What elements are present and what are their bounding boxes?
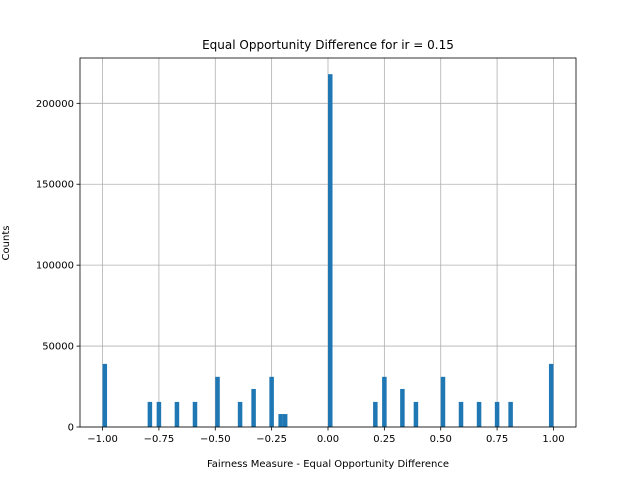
y-tick-label: 0 [68,423,74,434]
histogram-bar [192,401,198,427]
x-tick-label: −0.50 [200,434,231,445]
histogram-bar [282,414,288,427]
histogram-bar [156,401,162,427]
histogram-bar [508,401,513,427]
x-tick-label: −0.75 [144,434,175,445]
histogram-bars [102,74,554,428]
histogram-bar [215,376,220,427]
x-tick-label: 0.00 [317,434,339,445]
y-axis-label: Counts [1,226,12,261]
x-tick-label: −0.25 [256,434,287,445]
histogram-bar [494,401,500,427]
histogram-bar [102,363,108,427]
x-tick-label: −1.00 [87,434,118,445]
histogram-bar [400,388,405,427]
histogram-bar [278,414,283,427]
histogram-bar [458,401,464,427]
histogram-bar [251,388,256,427]
chart-title: Equal Opportunity Difference for ir = 0.… [202,38,454,52]
histogram-bar [413,401,419,427]
histogram-bar [548,363,554,427]
x-tick-label: 0.25 [373,434,395,445]
x-axis-ticks: −1.00 −0.75 −0.50 −0.25 0.00 0.25 0.50 0.75 1.00 [87,427,565,445]
histogram-bar [269,376,274,427]
x-tick-label: 1.00 [542,434,564,445]
histogram-bar [476,401,482,427]
y-axis-ticks: 0 50000 100000 150000 200000 [36,99,80,434]
y-tick-label: 200000 [36,99,74,110]
x-tick-label: 0.75 [486,434,508,445]
histogram-bar [147,401,153,427]
histogram-bar [174,401,180,427]
histogram-bar [373,401,378,427]
histogram-bar [440,376,446,427]
histogram-bar [328,74,333,428]
y-tick-label: 50000 [42,342,74,353]
histogram-bar [382,376,387,427]
y-tick-label: 100000 [36,261,74,272]
y-tick-label: 150000 [36,180,74,191]
x-tick-label: 0.50 [430,434,452,445]
x-axis-label: Fairness Measure - Equal Opportunity Dif… [207,459,449,470]
histogram-bar [237,401,243,427]
